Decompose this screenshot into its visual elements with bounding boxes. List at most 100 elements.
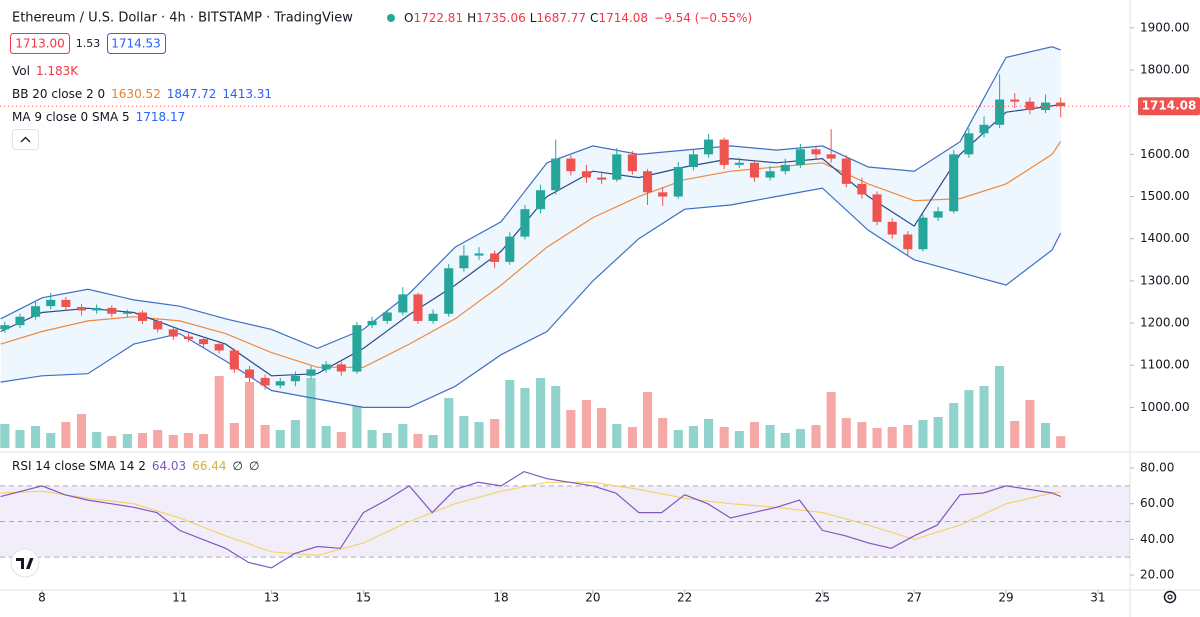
volume-bar [581,400,592,448]
candle-body [719,139,729,165]
volume-bar [1025,400,1035,448]
candle-body [734,162,744,165]
legend-value: 1847.72 [167,87,217,101]
x-tick-label: 20 [585,591,600,605]
tradingview-logo[interactable] [10,548,40,578]
volume-bar [551,386,561,448]
ohlc-value: 1722.81 [413,11,463,25]
volume-legend: Vol 1.183K [12,64,79,78]
candle-body [444,268,454,314]
candle-body [780,164,790,172]
candle-body [903,234,913,250]
ohlc-legend: O1722.81 H1735.06 L1687.77 C1714.08 −9.54 (−… [404,11,752,25]
volume-bar [642,392,653,448]
rsi-sma [0,481,1061,557]
legend-value: 1630.52 [111,87,161,101]
bb-lower [0,187,1062,408]
volume-bar [46,433,56,448]
bb-middle [0,141,1062,368]
candle-body [688,154,698,168]
ma-line [0,103,1061,377]
volume-bar [168,435,178,448]
candle-body [505,236,515,262]
legend-value: ∅ [233,459,243,473]
bid-price: 1713.00 [15,37,65,51]
volume-bar [903,425,913,448]
collapse-button[interactable] [12,129,39,150]
candle-body [811,149,821,155]
ohlc-key: H [467,11,476,25]
y-tick-label: 1300.00 [1140,273,1190,287]
volume-bar [918,420,928,448]
volume-bar [1040,423,1051,448]
candle-body [183,336,193,340]
volume-bar [995,366,1005,448]
ask-price: 1714.53 [111,37,161,51]
x-tick-label: 29 [998,591,1013,605]
bb-fill [0,46,1061,408]
volume-bar [765,425,775,448]
volume-bar [566,410,576,448]
volume-bar [107,436,117,448]
spread: 1.53 [76,37,101,50]
x-tick-label: 27 [907,591,922,605]
candle-body [275,381,285,386]
candle-body [995,99,1005,125]
candle-body [352,325,362,372]
sell-button[interactable] [10,33,70,54]
volume-bar [597,408,607,448]
candle-body [520,209,530,237]
candle-body [61,299,71,308]
volume-bar [857,422,867,448]
volume-bar [444,398,454,448]
x-tick-label: 13 [264,591,279,605]
candle-body [46,299,56,307]
candle-body [413,294,423,321]
volume-bar [826,392,836,448]
y-tick-label: 1600.00 [1140,147,1190,161]
y-tick-label: 1000.00 [1140,400,1190,414]
candle-body [979,124,989,134]
volume-bar [734,431,744,448]
buy-button[interactable] [107,33,166,54]
candle-body [704,139,714,155]
candle-body [244,369,255,378]
y-tick-label: 1800.00 [1140,63,1190,77]
symbol-title: Ethereum / U.S. Dollar · 4h · BITSTAMP ·… [12,11,353,26]
volume-bar [841,418,851,448]
candle-body [918,217,928,250]
candle-body [490,253,500,262]
candle-body [382,312,392,321]
settings-icon[interactable] [1163,590,1177,604]
candle-body [857,183,867,195]
logo-mark [16,558,34,569]
candle-body [872,194,882,222]
last-price-label: 1714.08 [1142,99,1197,113]
candle-body [1056,102,1066,107]
x-tick-label: 22 [677,591,692,605]
bb-legend: BB 20 close 2 0 1630.52 1847.72 1413.31 [12,87,272,101]
volume-bar [275,430,285,448]
legend-value: 1.183K [36,64,79,78]
y-tick-label: 1400.00 [1140,231,1190,245]
y-tick-label: 60.00 [1140,496,1174,510]
ohlc-value: 1714.08 [598,11,648,25]
volume-bar [428,435,438,448]
rsi-legend: RSI 14 close SMA 14 2 64.03 66.44 ∅ ∅ [12,459,259,473]
candle-body [321,364,331,370]
candle-body [1025,101,1035,111]
volume-bar [612,424,622,448]
candle-body [199,339,209,345]
candle-body [398,294,408,313]
candle-body [474,253,484,256]
volume-bar [627,427,637,448]
candle-body [627,154,637,172]
candle-body [306,369,316,376]
candle-body [1010,99,1020,102]
y-tick-label: 80.00 [1140,461,1174,475]
legend-name: BB 20 close 2 0 [12,87,105,101]
volume-bar [949,403,959,448]
ohlc-key: O [404,11,413,25]
market-status[interactable] [387,14,395,22]
candle-body [76,307,87,311]
